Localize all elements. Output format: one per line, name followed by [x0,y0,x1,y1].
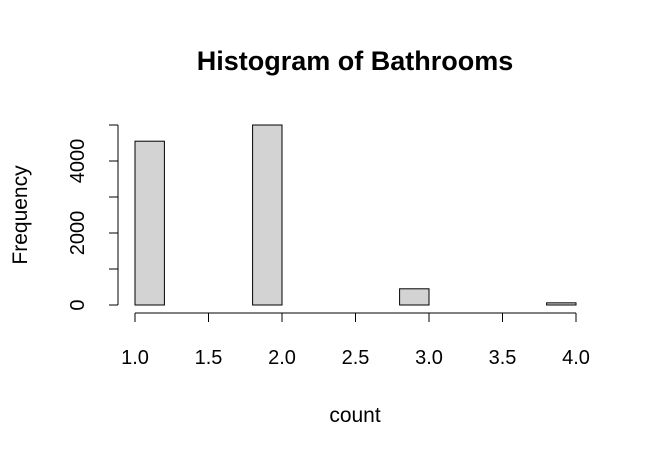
bars-group [134,124,577,306]
y-tick-label: 2000 [67,211,89,256]
histogram-bar-14 [546,302,577,306]
histogram-bar-4 [252,124,283,306]
x-tick-label: 1.0 [121,347,149,369]
x-tick-label: 2.0 [268,347,296,369]
y-tick-label: 0 [67,299,89,310]
histogram-bar-9 [399,288,430,306]
x-tick-label: 3.0 [415,347,443,369]
histogram-bar-0 [134,140,165,306]
y-tick-label: 4000 [67,139,89,184]
y-axis: 0 2000 4000 [67,124,119,311]
y-axis-label: Frequency [9,165,32,265]
x-tick-label: 3.5 [489,347,517,369]
x-axis: 1.0 1.5 2.0 2.5 3.0 3.5 4.0 [121,312,590,369]
x-tick-label: 1.5 [195,347,223,369]
x-tick-label: 4.0 [562,347,590,369]
chart-title: Histogram of Bathrooms [197,46,514,76]
x-tick-label: 2.5 [342,347,370,369]
x-axis-label: count [329,404,381,427]
